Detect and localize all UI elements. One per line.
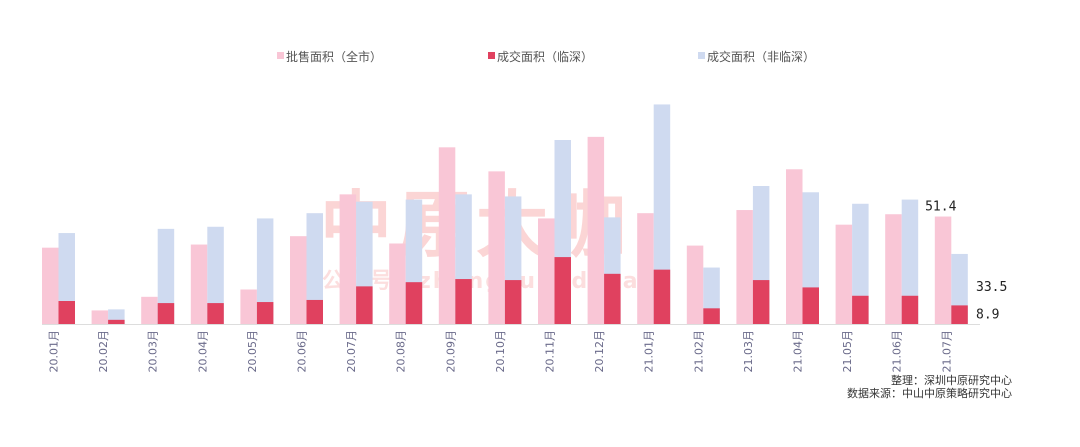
bar-s0-8 [438, 147, 456, 324]
bar-s0-5 [290, 236, 307, 324]
bar-s0-15 [786, 169, 803, 324]
chart-legend: 批售面积（全市） 成交面积（临深） 成交面积（非临深） [277, 49, 815, 64]
x-tick-label: 20.06月 [296, 330, 309, 373]
legend-label: 批售面积（全市） [286, 49, 382, 64]
bar-s1-6 [356, 286, 373, 324]
x-tick-label: 20.11月 [544, 330, 557, 373]
bar-s2-17 [901, 199, 919, 324]
bar-s1-18 [951, 305, 968, 324]
bar-s2-2 [157, 228, 175, 324]
bars-layer [42, 104, 968, 324]
bar-s0-7 [389, 243, 406, 324]
x-tick-label: 20.10月 [494, 330, 507, 373]
x-tick-label: 20.05月 [246, 330, 259, 373]
bar-s1-3 [207, 303, 224, 324]
bar-s1-12 [653, 269, 671, 324]
data-label-2: 8.9 [976, 307, 999, 322]
bar-s0-18 [934, 216, 952, 324]
data-label-1: 33.5 [976, 280, 1007, 295]
bar-s0-2 [141, 296, 158, 324]
bar-s1-10 [554, 257, 571, 324]
x-tick-label: 21.07月 [940, 330, 953, 373]
bar-s1-14 [752, 280, 770, 324]
legend-label: 成交面积（临深） [497, 49, 593, 64]
bar-s0-3 [190, 244, 208, 324]
bar-s0-12 [637, 213, 654, 324]
x-tick-label: 20.03月 [147, 330, 160, 373]
bar-s2-16 [852, 203, 869, 324]
bar-s1-8 [455, 279, 472, 324]
bar-s2-5 [306, 213, 323, 324]
bar-s1-11 [604, 273, 621, 324]
x-tick-label: 21.05月 [841, 330, 854, 373]
x-tick-label: 20.07月 [345, 330, 358, 373]
legend-swatch [277, 52, 284, 59]
x-tick-label: 20.09月 [444, 330, 457, 373]
bar-s1-13 [703, 308, 720, 324]
bar-s0-14 [736, 210, 753, 324]
legend-swatch [698, 52, 705, 59]
bar-s0-13 [686, 245, 704, 324]
bar-s1-5 [306, 299, 323, 324]
data-label-0: 51.4 [925, 200, 956, 215]
bar-s1-2 [157, 303, 175, 324]
x-tick-label: 20.04月 [196, 330, 209, 373]
x-axis-ticks: 20.01月 20.02月 20.03月 20.04月 20.05月 20.06月 20.0… [48, 330, 954, 373]
bar-s1-17 [901, 295, 919, 324]
x-tick-label: 20.02月 [97, 330, 110, 373]
bar-s2-12 [653, 104, 671, 324]
bar-s0-9 [488, 171, 505, 324]
bar-s1-9 [504, 280, 522, 324]
bar-s1-4 [256, 302, 274, 324]
bar-s1-0 [58, 301, 75, 324]
legend-swatch [488, 52, 495, 59]
bar-s1-1 [108, 319, 125, 324]
watermark-sub: 公众号：zhongyuandaka [322, 269, 640, 294]
source-note-2: 数据来源：中山中原策略研究中心 [847, 386, 1012, 400]
x-tick-label: 21.04月 [792, 330, 805, 373]
x-tick-label: 21.03月 [742, 330, 755, 373]
x-tick-label: 20.01月 [48, 330, 61, 373]
bar-s0-0 [42, 247, 59, 324]
bar-s1-15 [802, 287, 819, 324]
bar-s1-16 [852, 295, 869, 324]
legend-label: 成交面积（非临深） [707, 49, 815, 64]
x-tick-label: 20.08月 [395, 330, 408, 373]
x-tick-label: 21.06月 [891, 330, 904, 373]
x-tick-label: 21.02月 [692, 330, 705, 373]
source-note-1: 整理：深圳中原研究中心 [891, 373, 1012, 387]
bar-s0-6 [339, 194, 357, 324]
bar-s0-10 [538, 218, 555, 324]
bar-s2-4 [256, 218, 274, 324]
x-tick-label: 21.01月 [643, 330, 656, 373]
data-labels: 51.4 33.5 8.9 [925, 200, 1007, 323]
bar-s0-16 [835, 224, 853, 324]
bar-s0-1 [91, 310, 109, 324]
bar-s2-3 [207, 226, 224, 324]
bar-s0-4 [240, 289, 257, 324]
bar-s0-11 [587, 136, 605, 324]
x-tick-label: 20.12月 [593, 330, 606, 373]
bar-s0-17 [885, 214, 902, 324]
bar-s1-7 [405, 282, 423, 324]
